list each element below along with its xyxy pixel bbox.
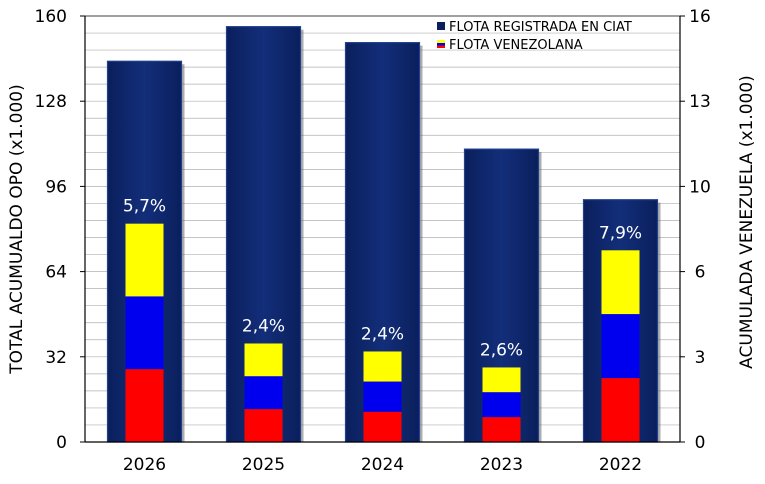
bar-vzla-blue bbox=[601, 314, 640, 379]
x-tick-label: 2023 bbox=[480, 455, 523, 475]
legend-label-vzla: FLOTA VENEZOLANA bbox=[449, 38, 583, 53]
percent-label: 2,4% bbox=[361, 324, 404, 344]
y-right-axis-title: ACUMULADA VENEZUELA (x1.000) bbox=[737, 75, 757, 369]
y-left-tick-label: 160 bbox=[35, 7, 67, 27]
y-right-tick-label: 6 bbox=[695, 263, 706, 283]
x-tick-label: 2022 bbox=[599, 455, 642, 475]
y-right-tick-label: 13 bbox=[689, 92, 711, 112]
y-left-tick-label: 32 bbox=[45, 348, 67, 368]
percent-label: 2,4% bbox=[242, 316, 285, 336]
legend-label-ciat: FLOTA REGISTRADA EN CIAT bbox=[449, 20, 632, 35]
bar-vzla-red bbox=[601, 378, 640, 442]
y-left-tick-label: 64 bbox=[45, 263, 67, 283]
bar-vzla-yellow bbox=[244, 343, 283, 377]
y-right-tick-label: 3 bbox=[695, 348, 706, 368]
y-right-tick-label: 10 bbox=[689, 177, 711, 197]
bar-vzla-blue bbox=[125, 296, 164, 370]
y-left-axis-title: TOTAL ACUMUALDO OPO (x1.000) bbox=[7, 84, 27, 374]
bar-vzla-blue bbox=[482, 392, 521, 418]
bar-vzla-red bbox=[363, 411, 402, 442]
x-tick-label: 2026 bbox=[123, 455, 166, 475]
bar-vzla-yellow bbox=[482, 367, 521, 393]
bar-vzla-blue bbox=[363, 381, 402, 412]
percent-label: 2,6% bbox=[480, 340, 523, 360]
y-left-tick-label: 0 bbox=[56, 433, 67, 453]
legend-swatch-ciat bbox=[437, 22, 445, 30]
y-left-tick-label: 96 bbox=[45, 177, 67, 197]
legend-swatch-vzla-yellow bbox=[437, 40, 445, 43]
y-right-tick-label: 0 bbox=[695, 433, 706, 453]
percent-label: 5,7% bbox=[123, 197, 166, 217]
bar-vzla-red bbox=[244, 409, 283, 442]
bar-vzla-yellow bbox=[601, 250, 640, 315]
axes bbox=[80, 15, 685, 443]
x-tick-label: 2024 bbox=[361, 455, 404, 475]
percent-label: 7,9% bbox=[599, 223, 642, 243]
bar-vzla-yellow bbox=[125, 223, 164, 297]
labels: 0 32 64 96 128 160 0 3 6 10 13 16 5,7% 2026 2,4% 2025 2,… bbox=[35, 7, 711, 475]
bar-vzla-red bbox=[125, 369, 164, 442]
y-left-tick-label: 128 bbox=[35, 92, 67, 112]
bar-vzla-red bbox=[482, 417, 521, 442]
legend: FLOTA REGISTRADA EN CIAT FLOTA VENEZOLAN… bbox=[437, 20, 632, 53]
bars bbox=[106, 26, 661, 443]
bar-vzla-blue bbox=[244, 376, 283, 410]
legend-swatch-vzla-red bbox=[437, 45, 445, 48]
x-tick-label: 2025 bbox=[242, 455, 285, 475]
legend-swatch-vzla-blue bbox=[437, 43, 445, 46]
y-right-tick-label: 16 bbox=[689, 7, 711, 27]
bar-vzla-yellow bbox=[363, 351, 402, 382]
